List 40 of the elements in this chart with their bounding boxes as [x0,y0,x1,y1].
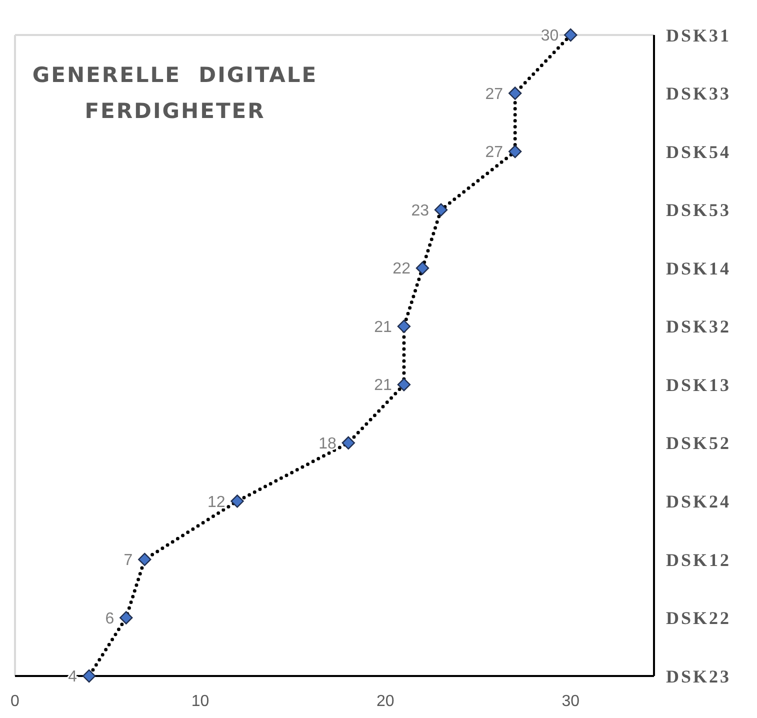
text: GENERELLE DIGITALE FERDIGHETER [32,63,318,123]
y-tick-label: DSK23 [666,666,732,686]
y-tick-label: DSK33 [666,84,732,104]
point [564,28,578,42]
point [434,203,448,216]
point [120,611,133,624]
x-tick-label: 10 [191,693,210,710]
point [230,494,244,508]
point [138,552,152,566]
x-tick-label: 20 [376,693,394,710]
y-tick-label: DSK31 [666,25,732,46]
point [397,320,411,333]
point [416,261,430,275]
x-tick-label: 30 [562,693,580,710]
y-tick-label: DSK53 [666,200,732,220]
data-label: 6 [105,610,114,628]
data-label: 7 [124,552,133,570]
y-tick-label: DSK14 [666,258,732,278]
data-label: 27 [485,86,504,103]
x-tick-label: 0 [10,693,20,710]
y-tick-label: DSK13 [666,374,732,395]
data-label: 22 [392,260,411,278]
point [508,86,522,100]
data-label: 21 [374,377,392,394]
y-tick-label: DSK52 [666,433,732,454]
data-label: 23 [411,202,430,220]
y-tick-label: DSK54 [666,142,732,162]
data-label: 30 [540,28,559,45]
point [82,669,96,683]
y-tick-label: DSK24 [666,491,732,512]
point [342,436,355,450]
point [508,144,522,158]
point [397,378,411,392]
data-label: 18 [318,436,336,453]
y-tick-label: DSK22 [666,608,732,628]
data-label: 12 [207,494,226,511]
y-tick-label: DSK12 [666,550,732,570]
y-tick-label: DSK32 [666,316,732,337]
data-label: 21 [374,318,392,336]
data-label: 27 [485,144,504,162]
